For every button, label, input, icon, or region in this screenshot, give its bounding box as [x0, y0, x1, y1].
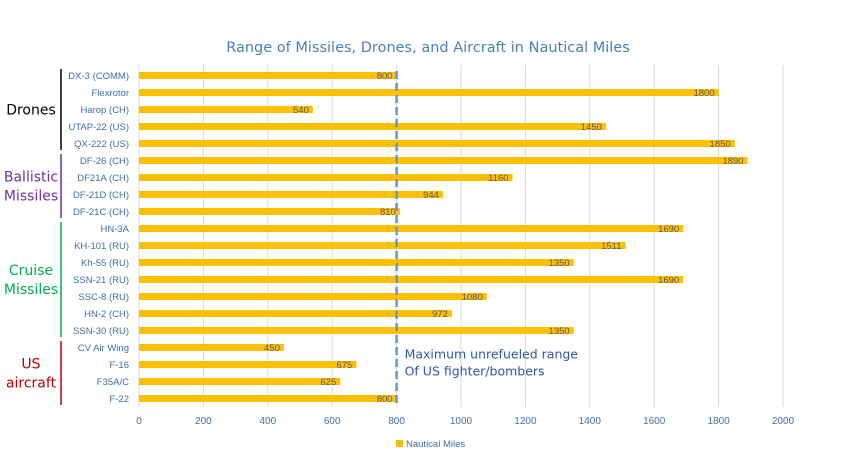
group-label: US — [21, 357, 40, 373]
group-label: aircraft — [6, 376, 57, 392]
data-label: 450 — [264, 343, 280, 354]
x-tick-label: 600 — [324, 416, 341, 427]
chart-title: Range of Missiles, Drones, and Aircraft … — [226, 40, 630, 56]
x-tick-label: 1000 — [450, 416, 473, 427]
category-label: SSN-21 (RU) — [73, 275, 129, 286]
category-label: DF-21D (CH) — [73, 190, 129, 201]
bars — [139, 72, 748, 402]
category-label: Harop (CH) — [80, 105, 129, 116]
group-label: Missiles — [4, 189, 58, 205]
bar — [139, 276, 684, 283]
bar — [139, 344, 284, 351]
data-label: 1080 — [462, 292, 483, 303]
reference-annotation: Maximum unrefueled range — [405, 347, 579, 362]
x-tick-label: 1400 — [579, 416, 602, 427]
group-label: Drones — [6, 103, 56, 119]
category-label: Flexrotor — [92, 88, 129, 99]
data-label: 1350 — [549, 326, 570, 337]
bar — [139, 208, 400, 215]
x-tick-label: 0 — [136, 416, 142, 427]
group-label: Cruise — [9, 263, 53, 279]
labels: 0 200 400 600 800 1000 1200 1400 1600 1800 2000 DX-… — [68, 71, 794, 427]
category-label: DF-21C (CH) — [73, 207, 129, 218]
bar — [139, 327, 574, 334]
category-label: QX-222 (US) — [74, 139, 129, 150]
category-label: F35A/C — [97, 377, 129, 388]
bar — [139, 106, 313, 113]
x-tick-label: 800 — [388, 416, 405, 427]
bar — [139, 378, 341, 385]
data-label: 1690 — [658, 275, 679, 286]
bar — [139, 242, 626, 249]
group-label: Ballistic — [4, 170, 58, 186]
bar — [139, 293, 487, 300]
data-label: 972 — [432, 309, 448, 320]
category-label: F-22 — [109, 394, 129, 405]
category-label: HN-2 (CH) — [84, 309, 129, 320]
bar — [139, 259, 574, 266]
category-label: DX-3 (COMM) — [68, 71, 129, 82]
x-tick-label: 200 — [195, 416, 212, 427]
bar — [139, 89, 719, 96]
data-label: 1350 — [549, 258, 570, 269]
bar — [139, 174, 513, 181]
bar — [139, 395, 397, 402]
data-label: 1690 — [658, 224, 679, 235]
data-label: 1511 — [601, 241, 621, 252]
category-label: Kh-55 (RU) — [81, 258, 129, 269]
category-label: DF-26 (CH) — [80, 156, 129, 167]
category-label: HN-3A — [100, 224, 129, 235]
data-label: 540 — [293, 105, 309, 116]
category-label: F-16 — [109, 360, 129, 371]
legend-label: Nautical Miles — [406, 439, 465, 450]
bar — [139, 361, 357, 368]
category-groups: Drones Ballistic Missiles Cruise Missiles US a… — [4, 69, 62, 405]
data-label: 944 — [423, 190, 439, 201]
data-label: 1890 — [722, 156, 743, 167]
reference-annotation: Of US fighter/bombers — [405, 364, 545, 379]
category-label: SSC-8 (RU) — [78, 292, 129, 303]
x-tick-label: 400 — [259, 416, 276, 427]
data-label: 800 — [377, 71, 393, 82]
x-tick-label: 1200 — [514, 416, 537, 427]
data-label: 800 — [377, 394, 393, 405]
legend: Nautical Miles — [396, 439, 465, 450]
category-label: SSN-30 (RU) — [73, 326, 129, 337]
legend-swatch — [396, 440, 403, 447]
category-label: DF21A (CH) — [77, 173, 129, 184]
bar — [139, 157, 748, 164]
bar — [139, 225, 684, 232]
data-label: 675 — [336, 360, 352, 371]
category-label: KH-101 (RU) — [74, 241, 129, 252]
bar — [139, 140, 735, 147]
data-label: 1160 — [488, 173, 508, 184]
bar — [139, 310, 452, 317]
x-tick-label: 1800 — [707, 416, 730, 427]
category-label: CV Air Wing — [78, 343, 129, 354]
data-label: 1450 — [581, 122, 602, 133]
data-label: 625 — [320, 377, 336, 388]
bar — [139, 72, 397, 79]
data-label: 1850 — [710, 139, 731, 150]
bar — [139, 123, 606, 130]
x-tick-label: 1600 — [643, 416, 666, 427]
data-label: 1800 — [693, 88, 714, 99]
x-tick-label: 2000 — [772, 416, 795, 427]
bar — [139, 191, 443, 198]
category-label: UTAP-22 (US) — [68, 122, 129, 133]
data-label: 810 — [380, 207, 396, 218]
group-label: Missiles — [4, 282, 58, 298]
gridlines — [138, 65, 784, 407]
